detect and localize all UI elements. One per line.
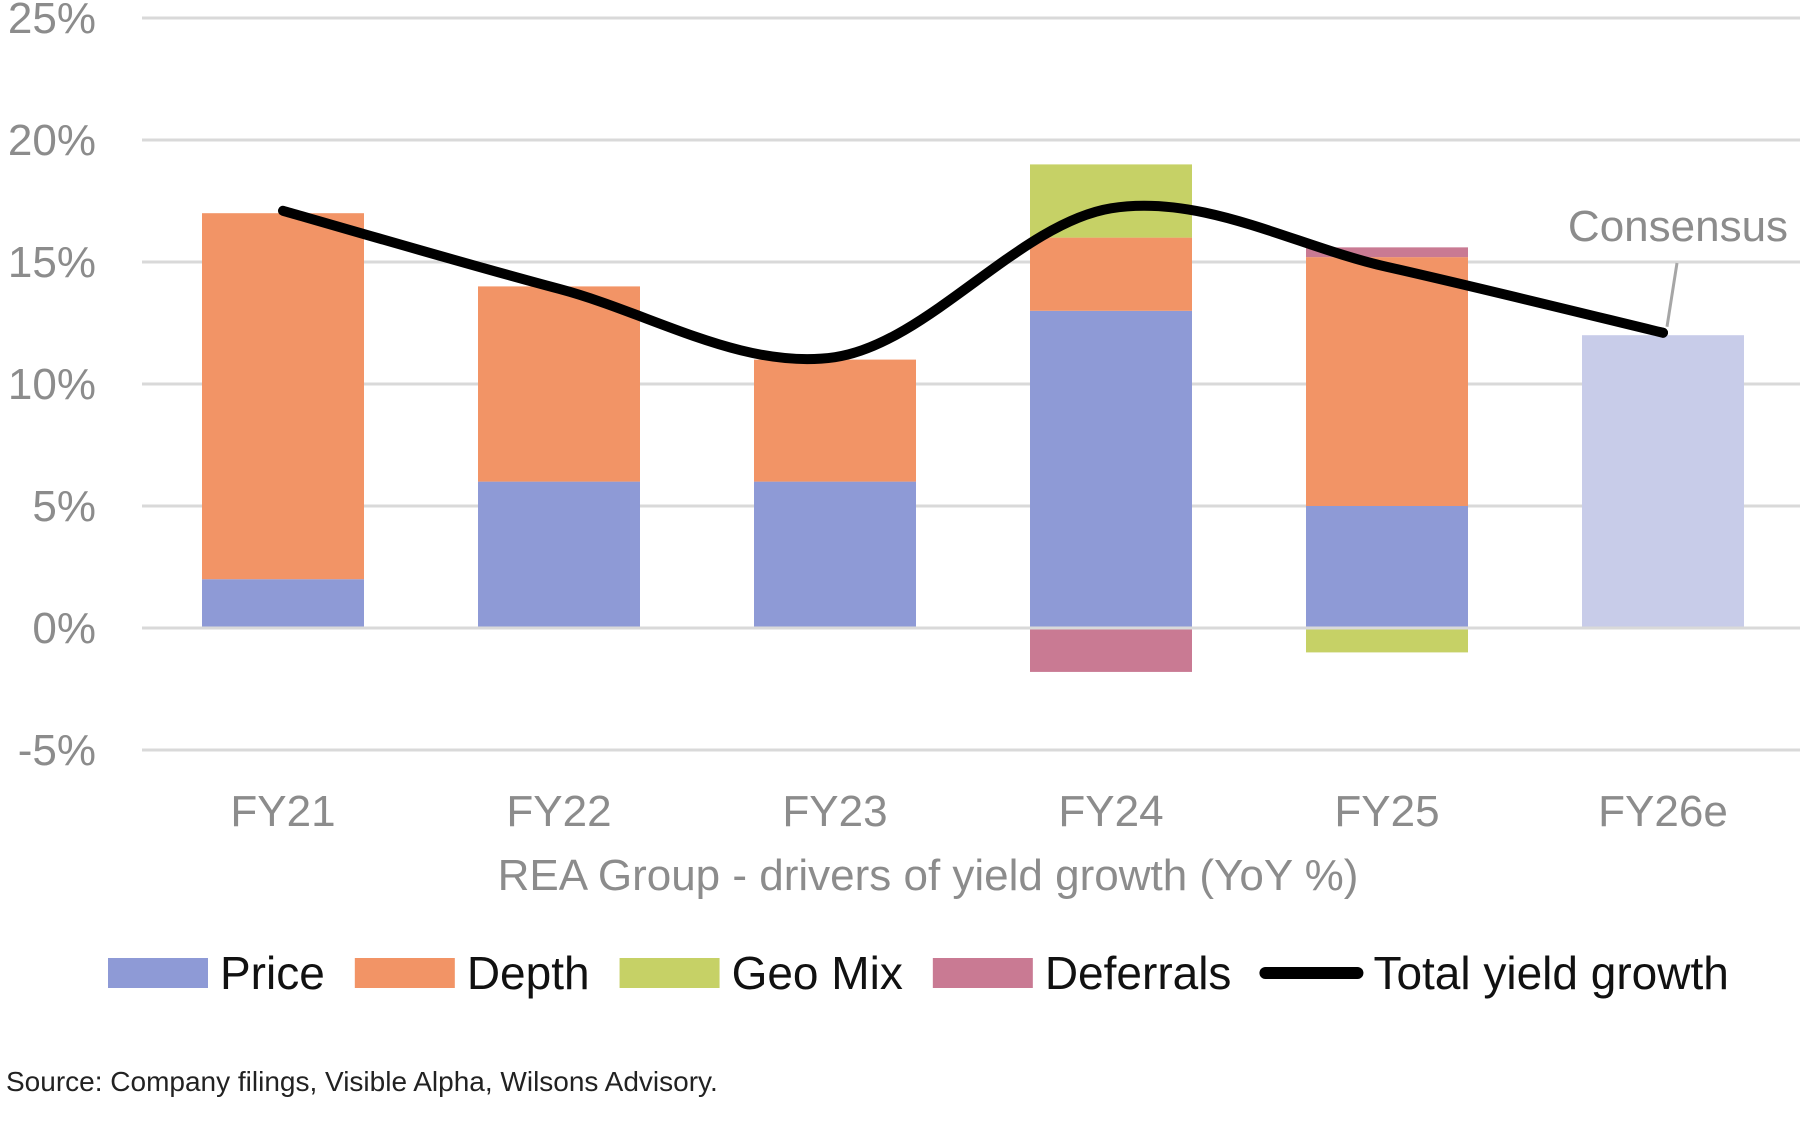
bar-deferrals-fy24 [1030, 628, 1192, 672]
y-tick-label: 5% [32, 482, 96, 531]
total-yield-growth-line [278, 200, 1668, 365]
bar-price-fy24 [1030, 310, 1192, 628]
annotation-leader [1665, 262, 1679, 327]
bar-geo-mix-fy25 [1306, 628, 1468, 653]
bar-depth-fy23 [754, 359, 916, 482]
legend-label: Price [220, 947, 325, 999]
bar-price-fy23 [754, 481, 916, 628]
legend-swatch-deferrals [932, 958, 1033, 988]
bars [202, 164, 1744, 672]
y-tick-label: 15% [8, 238, 96, 287]
bar-price-fy22 [478, 481, 640, 628]
y-tick-label: -5% [18, 726, 96, 775]
x-tick-label: FY21 [230, 787, 335, 836]
legend-swatch-geo-mix [619, 958, 720, 988]
bar-price-fy21 [202, 579, 364, 628]
x-tick-label: FY22 [506, 787, 611, 836]
bar-price-fy26e [1582, 335, 1744, 628]
legend: Price Depth Geo Mix Deferrals Total yield gr… [108, 947, 1729, 999]
bar-depth-fy22 [478, 286, 640, 482]
annotation-label: Consensus [1568, 202, 1788, 251]
y-tick-label: 10% [8, 360, 96, 409]
annotation-point [1658, 327, 1668, 338]
y-tick-label: 20% [8, 116, 96, 165]
legend-swatch-price [108, 958, 208, 988]
legend-label: Depth [467, 947, 590, 999]
bar-depth-fy25 [1306, 257, 1468, 506]
legend-label: Deferrals [1045, 947, 1232, 999]
bar-depth-fy24 [1030, 237, 1192, 311]
legend-label: Geo Mix [732, 947, 903, 999]
y-axis-ticks: -5% 0% 5% 10% 15% 20% 25% [8, 0, 96, 775]
total-line [278, 200, 1668, 365]
consensus-annotation: Consensus [1568, 202, 1788, 338]
y-tick-label: 0% [32, 604, 96, 653]
x-tick-label: FY23 [782, 787, 887, 836]
bar-price-fy25 [1306, 506, 1468, 628]
source-note: Source: Company filings, Visible Alpha, … [6, 1066, 718, 1097]
y-tick-label: 25% [8, 0, 96, 43]
x-axis-title: REA Group - drivers of yield growth (YoY… [498, 851, 1359, 900]
grid-lines [142, 16, 1800, 752]
legend-label: Total yield growth [1373, 947, 1728, 999]
x-axis-ticks: FY21 FY22 FY23 FY24 FY25 FY26e [230, 787, 1727, 836]
x-tick-label: FY25 [1334, 787, 1439, 836]
bar-depth-fy21 [202, 213, 364, 580]
x-tick-label: FY24 [1058, 787, 1163, 836]
legend-swatch-depth [354, 958, 455, 988]
bar-deferrals-fy25 [1306, 247, 1468, 258]
x-tick-label: FY26e [1598, 787, 1728, 836]
